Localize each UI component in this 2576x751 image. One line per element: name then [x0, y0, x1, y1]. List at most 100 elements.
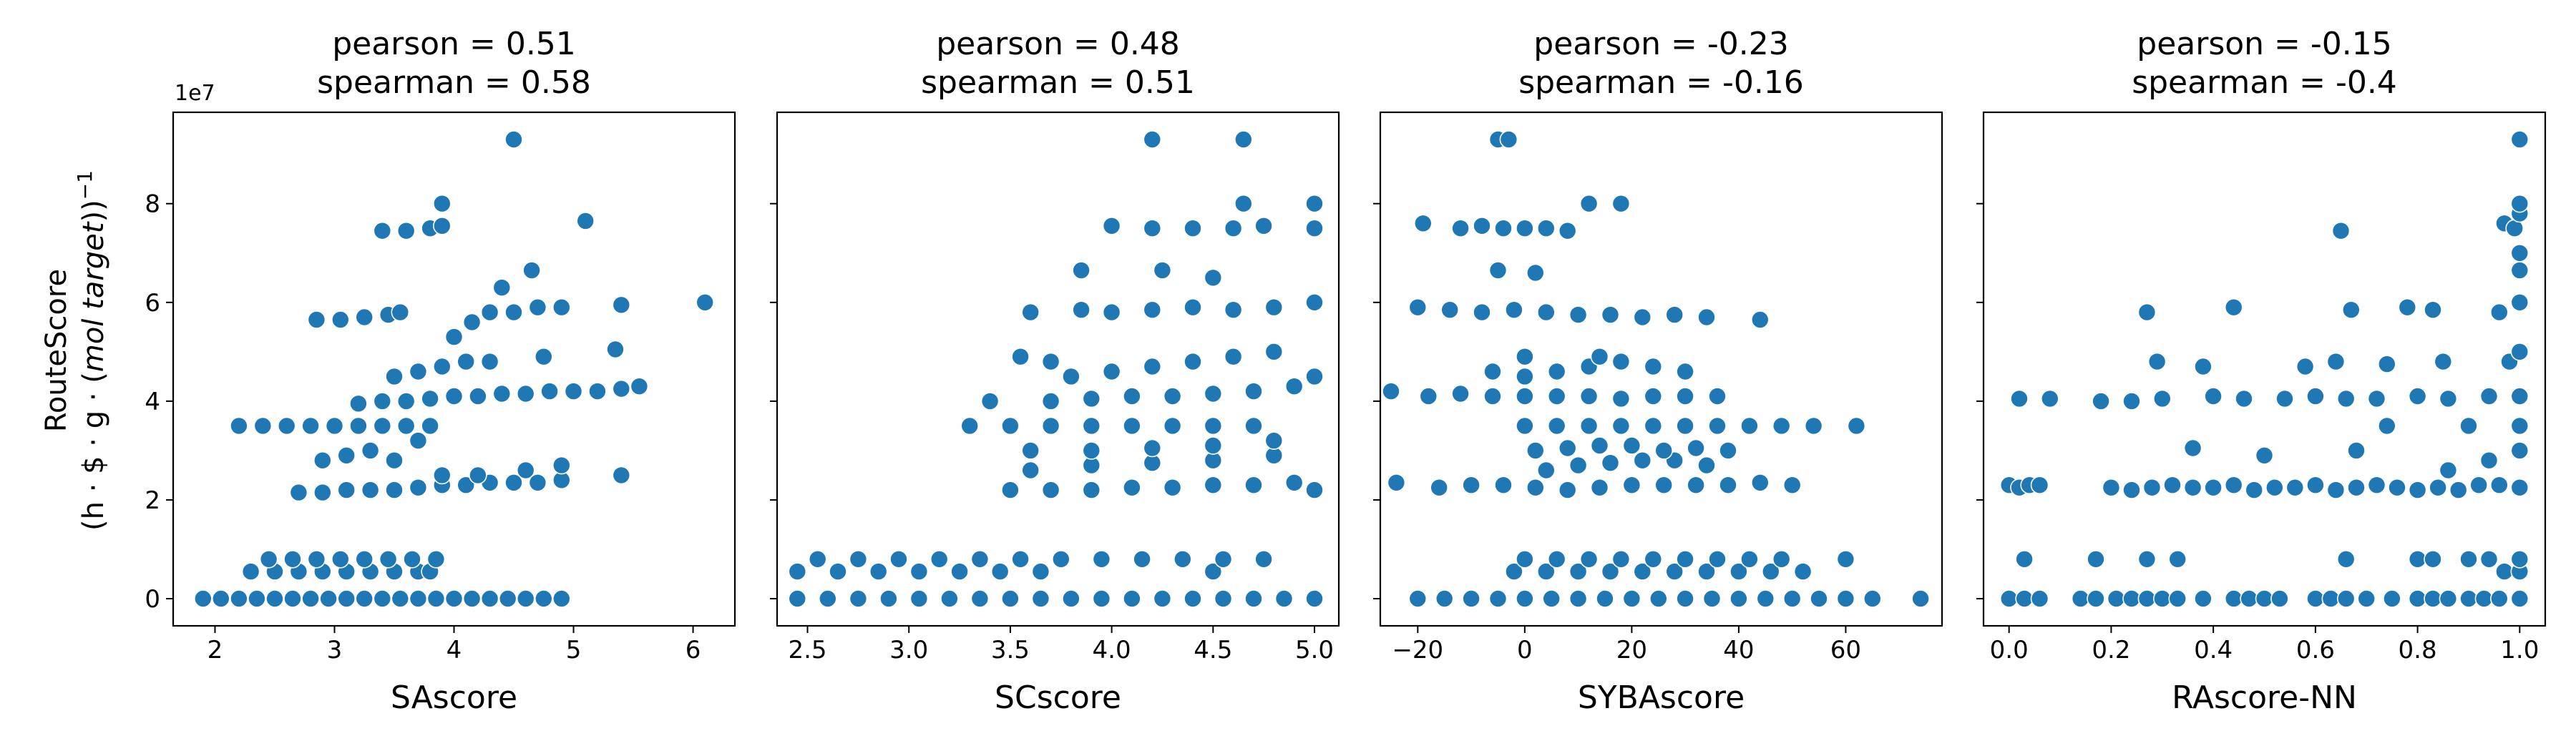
data-point [1133, 549, 1151, 569]
data-point [606, 340, 625, 359]
data-point [1505, 300, 1523, 320]
data-point [444, 328, 464, 346]
data-point [1153, 589, 1172, 608]
data-point [1031, 589, 1050, 608]
data-point [1537, 562, 1556, 581]
data-point [2168, 549, 2187, 569]
data-point [2030, 476, 2049, 495]
data-point [2265, 478, 2284, 497]
x-tick-label: 3.5 [991, 636, 1030, 664]
data-point [2479, 451, 2499, 470]
data-point [1579, 194, 1599, 213]
data-point [349, 416, 368, 436]
data-point [1537, 461, 1556, 480]
data-point [2424, 589, 2442, 608]
data-point [1264, 342, 1284, 361]
data-point [1676, 416, 1694, 436]
data-point [432, 216, 452, 235]
data-point [1568, 456, 1588, 475]
data-point [2336, 589, 2356, 608]
data-point [1143, 357, 1162, 376]
data-point [950, 562, 969, 581]
data-point [1772, 416, 1791, 436]
data-point [1697, 308, 1716, 327]
data-point [1836, 549, 1855, 569]
data-point [528, 298, 547, 317]
data-point [1505, 562, 1523, 581]
data-point [1644, 549, 1663, 569]
data-point [462, 589, 482, 608]
data-point [1473, 216, 1491, 235]
data-point [1611, 194, 1631, 213]
data-point [612, 466, 631, 485]
data-point [2510, 194, 2529, 213]
data-point [355, 308, 374, 327]
data-point [1224, 300, 1243, 320]
data-point [1596, 589, 1614, 608]
data-point [2449, 481, 2468, 499]
data-point [1052, 549, 1070, 569]
data-point [396, 221, 416, 240]
x-tick-label: 2 [208, 636, 223, 664]
data-point [1863, 589, 1882, 608]
data-point [409, 589, 428, 608]
data-point [2510, 130, 2529, 149]
data-point [504, 303, 523, 322]
data-point [1488, 589, 1508, 608]
subplot-title-spearman: spearman = -0.16 [1518, 64, 1804, 101]
data-point [869, 562, 888, 581]
data-point [2224, 589, 2243, 608]
data-point [1516, 589, 1534, 608]
data-point [1751, 310, 1770, 329]
data-point [373, 589, 392, 608]
data-point [1719, 441, 1737, 460]
data-point [1462, 476, 1480, 495]
data-point [2168, 589, 2187, 608]
data-point [2469, 476, 2488, 495]
data-point [2429, 478, 2447, 497]
data-point [1254, 216, 1273, 235]
data-point [2424, 300, 2442, 320]
data-point [1542, 589, 1561, 608]
data-point [1284, 473, 1304, 492]
data-point [2510, 416, 2529, 436]
plot-frame [1982, 111, 2547, 627]
data-point [385, 451, 404, 470]
data-point [2122, 589, 2141, 608]
data-point [1062, 367, 1080, 386]
data-point [2285, 478, 2305, 497]
data-point [409, 431, 428, 450]
data-point [1062, 589, 1080, 608]
x-tick-label: 60 [1830, 636, 1861, 664]
data-point [1234, 194, 1253, 213]
data-point [1021, 461, 1040, 480]
subplot-4: 0.0 0.2 0.4 0.6 0.8 1.0 pearson = -0.15spearma… [1976, 26, 2547, 716]
data-point [2296, 357, 2315, 376]
data-point [1654, 441, 1673, 460]
data-point [1751, 473, 1770, 492]
data-point [1041, 392, 1060, 411]
data-point [1305, 293, 1324, 312]
data-point [1184, 589, 1202, 608]
y-axis-label-line2-suffix: )) [77, 200, 110, 222]
data-point [2459, 416, 2478, 436]
data-point [1163, 387, 1182, 406]
data-point [2347, 441, 2366, 460]
data-point [1644, 416, 1663, 436]
data-point [576, 212, 595, 230]
data-point [909, 562, 929, 581]
data-point [1305, 194, 1324, 213]
data-point [1082, 481, 1101, 499]
data-point [522, 261, 541, 280]
data-point [1435, 589, 1454, 608]
data-point [630, 377, 649, 396]
data-point [2240, 589, 2258, 608]
data-point [2459, 589, 2478, 608]
data-point [1568, 562, 1588, 581]
data-point [1611, 549, 1631, 569]
data-point [2495, 562, 2514, 581]
data-point [2010, 389, 2029, 408]
data-point [980, 392, 1000, 411]
data-point [1494, 219, 1513, 238]
data-point [1184, 219, 1202, 238]
